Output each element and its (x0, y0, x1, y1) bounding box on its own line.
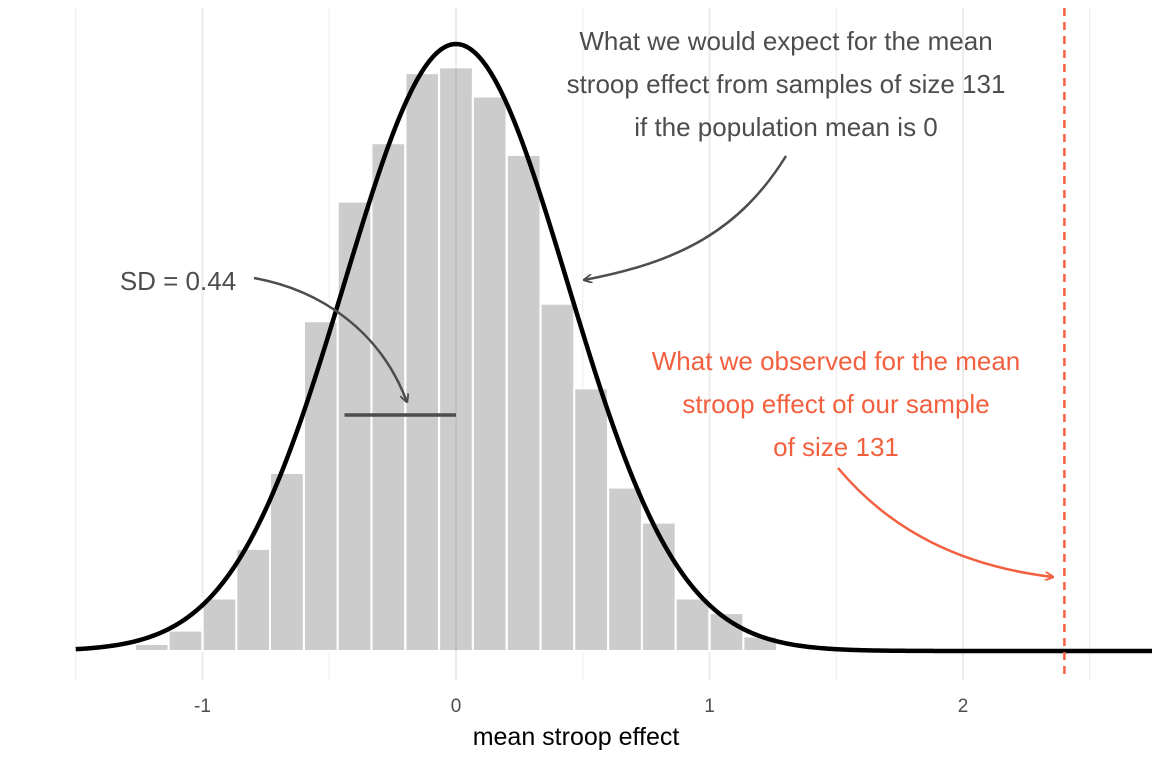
normal-curve-layer (75, 8, 1152, 680)
expected-annotation-line: if the population mean is 0 (634, 112, 938, 142)
histogram-bar (471, 95, 508, 652)
x-tick-label: 2 (958, 696, 969, 717)
normal-curve (75, 41, 1152, 654)
sd-arrow (253, 276, 407, 402)
annotation-layer: SD = 0.44 What we would expect for the me… (120, 26, 1053, 577)
x-axis-ticks: -1 0 1 2 (194, 696, 968, 717)
expected-annotation-line: What we would expect for the mean (579, 26, 992, 56)
x-axis-title: mean stroop effect (473, 723, 680, 751)
x-tick-label: -1 (194, 696, 211, 717)
histogram-bar (573, 387, 609, 652)
histogram-bar (607, 486, 643, 653)
expected-arrow (584, 155, 788, 280)
histogram-bar (505, 153, 542, 652)
observed-arrow (837, 467, 1053, 577)
sd-annotation-label: SD = 0.44 (120, 266, 236, 296)
histogram-bar (269, 471, 305, 652)
observed-annotation-line: stroop effect of our sample (682, 389, 989, 419)
histogram-bar (336, 200, 373, 652)
histogram-bars (66, 66, 779, 653)
expected-annotation-line: stroop effect from samples of size 131 (567, 69, 1006, 99)
histogram-bar (133, 642, 170, 653)
x-tick-label: 1 (704, 696, 715, 717)
histogram-bar (235, 547, 272, 653)
histogram-bar (303, 320, 339, 652)
histogram-bar (370, 142, 407, 652)
observed-annotation-line: of size 131 (773, 432, 899, 462)
histogram-bar (539, 302, 576, 652)
histogram-bar (708, 612, 745, 652)
histogram-bar (674, 597, 711, 652)
observed-annotation-line: What we observed for the mean (652, 346, 1021, 376)
histogram-bar (201, 597, 238, 652)
histogram-bar (640, 521, 677, 652)
histogram-bar (167, 629, 204, 653)
histogram-bar (404, 72, 441, 653)
x-tick-label: 0 (451, 696, 462, 717)
